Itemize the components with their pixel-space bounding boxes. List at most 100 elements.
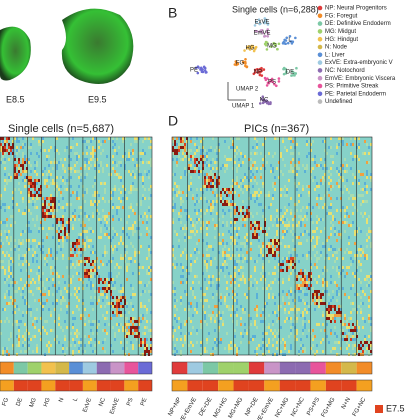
heatmap-cell — [238, 347, 240, 350]
heatmap-cell — [38, 287, 40, 290]
heatmap-cell — [138, 281, 140, 284]
heatmap-cell — [24, 155, 26, 158]
heatmap-cell — [174, 152, 176, 155]
umap-point — [197, 66, 200, 69]
heatmap-cell — [116, 311, 118, 314]
heatmap-cell — [366, 284, 368, 287]
heatmap-cell — [122, 242, 124, 245]
stage-bar — [41, 380, 56, 391]
heatmap-cell — [38, 281, 40, 284]
heatmap-cell — [124, 245, 126, 248]
heatmap-cell — [330, 305, 332, 308]
heatmap-cell — [264, 275, 266, 278]
heatmap-cell — [102, 341, 104, 344]
heatmap-cell — [196, 218, 198, 221]
heatmap-cell — [104, 191, 106, 194]
heatmap-cell — [356, 266, 358, 269]
heatmap-cell — [190, 302, 192, 305]
annotation-bar — [82, 362, 97, 374]
heatmap-cell — [48, 170, 50, 173]
heatmap-cell — [114, 338, 116, 341]
heatmap-cell — [238, 212, 240, 215]
heatmap-cell — [78, 287, 80, 290]
umap-point — [294, 36, 297, 40]
heatmap-cell — [246, 242, 248, 245]
heatmap-cell — [222, 209, 224, 212]
heatmap-cell — [76, 335, 78, 338]
heatmap-cell — [84, 248, 86, 251]
heatmap-cell — [304, 302, 306, 305]
heatmap-cell — [114, 305, 116, 308]
heatmap-cell — [316, 302, 318, 305]
heatmap-cell — [214, 329, 216, 332]
heatmap-cell — [336, 197, 338, 200]
heatmap-cell — [48, 290, 50, 293]
heatmap-cell — [52, 284, 54, 287]
heatmap-cell — [250, 152, 252, 155]
heatmap-cell — [270, 329, 272, 332]
stage-label: E7.5 — [386, 403, 405, 413]
heatmap-cell — [36, 272, 38, 275]
heatmap-cell — [60, 248, 62, 251]
legend-label: DE: Definitive Endoderm — [325, 21, 391, 27]
heatmap-cell — [48, 278, 50, 281]
heatmap-cell — [230, 242, 232, 245]
heatmap-cell — [362, 188, 364, 191]
heatmap-cell — [126, 245, 128, 248]
umap-point — [260, 29, 264, 32]
heatmap-cell — [48, 203, 50, 206]
heatmap-cell — [234, 260, 236, 263]
heatmap-cell — [274, 335, 276, 338]
heatmap-cell — [38, 299, 40, 302]
heatmap-cell — [122, 155, 124, 158]
heatmap-cell — [64, 335, 66, 338]
heatmap-cell — [192, 230, 194, 233]
heatmap-cell — [86, 269, 88, 272]
heatmap-cell — [116, 314, 118, 317]
heatmap-cell — [124, 164, 126, 167]
stage-bar — [264, 380, 280, 391]
heatmap-cell — [174, 257, 176, 260]
heatmap-cell — [250, 284, 252, 287]
heatmap-cell — [112, 203, 114, 206]
heatmap-cell — [300, 299, 302, 302]
heatmap-cell — [344, 323, 346, 326]
heatmap-cell — [28, 275, 30, 278]
heatmap-cell — [352, 344, 354, 347]
heatmap-cell — [122, 326, 124, 329]
heatmap-cell — [278, 254, 280, 257]
heatmap-cell — [50, 197, 52, 200]
heatmap-cell — [78, 347, 80, 350]
heatmap-cell — [38, 194, 40, 197]
legend-label: PS: Primitive Streak — [325, 84, 379, 90]
heatmap-cell — [78, 206, 80, 209]
heatmap-cell — [42, 173, 44, 176]
heatmap-cell — [330, 179, 332, 182]
heatmap-cell — [38, 230, 40, 233]
heatmap-cell — [226, 221, 228, 224]
heatmap-cell — [216, 167, 218, 170]
heatmap-cell — [334, 314, 336, 317]
heatmap-cell — [278, 218, 280, 221]
heatmap-cell — [198, 146, 200, 149]
heatmap-cell — [0, 221, 2, 224]
heatmap-cell — [278, 260, 280, 263]
heatmap-cell — [92, 215, 94, 218]
heatmap-cell — [260, 191, 262, 194]
heatmap-cell — [288, 317, 290, 320]
heatmap-cell — [250, 227, 252, 230]
heatmap-cell — [228, 188, 230, 191]
heatmap-cell — [146, 320, 148, 323]
heatmap-cell — [60, 194, 62, 197]
heatmap-cell — [50, 215, 52, 218]
heatmap-cell — [188, 152, 190, 155]
heatmap-cell — [186, 140, 188, 143]
heatmap-cell — [120, 341, 122, 344]
heatmap-cell — [236, 248, 238, 251]
heatmap-cell — [18, 338, 20, 341]
heatmap-cell — [172, 173, 174, 176]
heatmap-cell — [270, 281, 272, 284]
umap-point — [295, 66, 298, 70]
heatmap-cell — [256, 146, 258, 149]
heatmap-cell — [370, 278, 372, 281]
